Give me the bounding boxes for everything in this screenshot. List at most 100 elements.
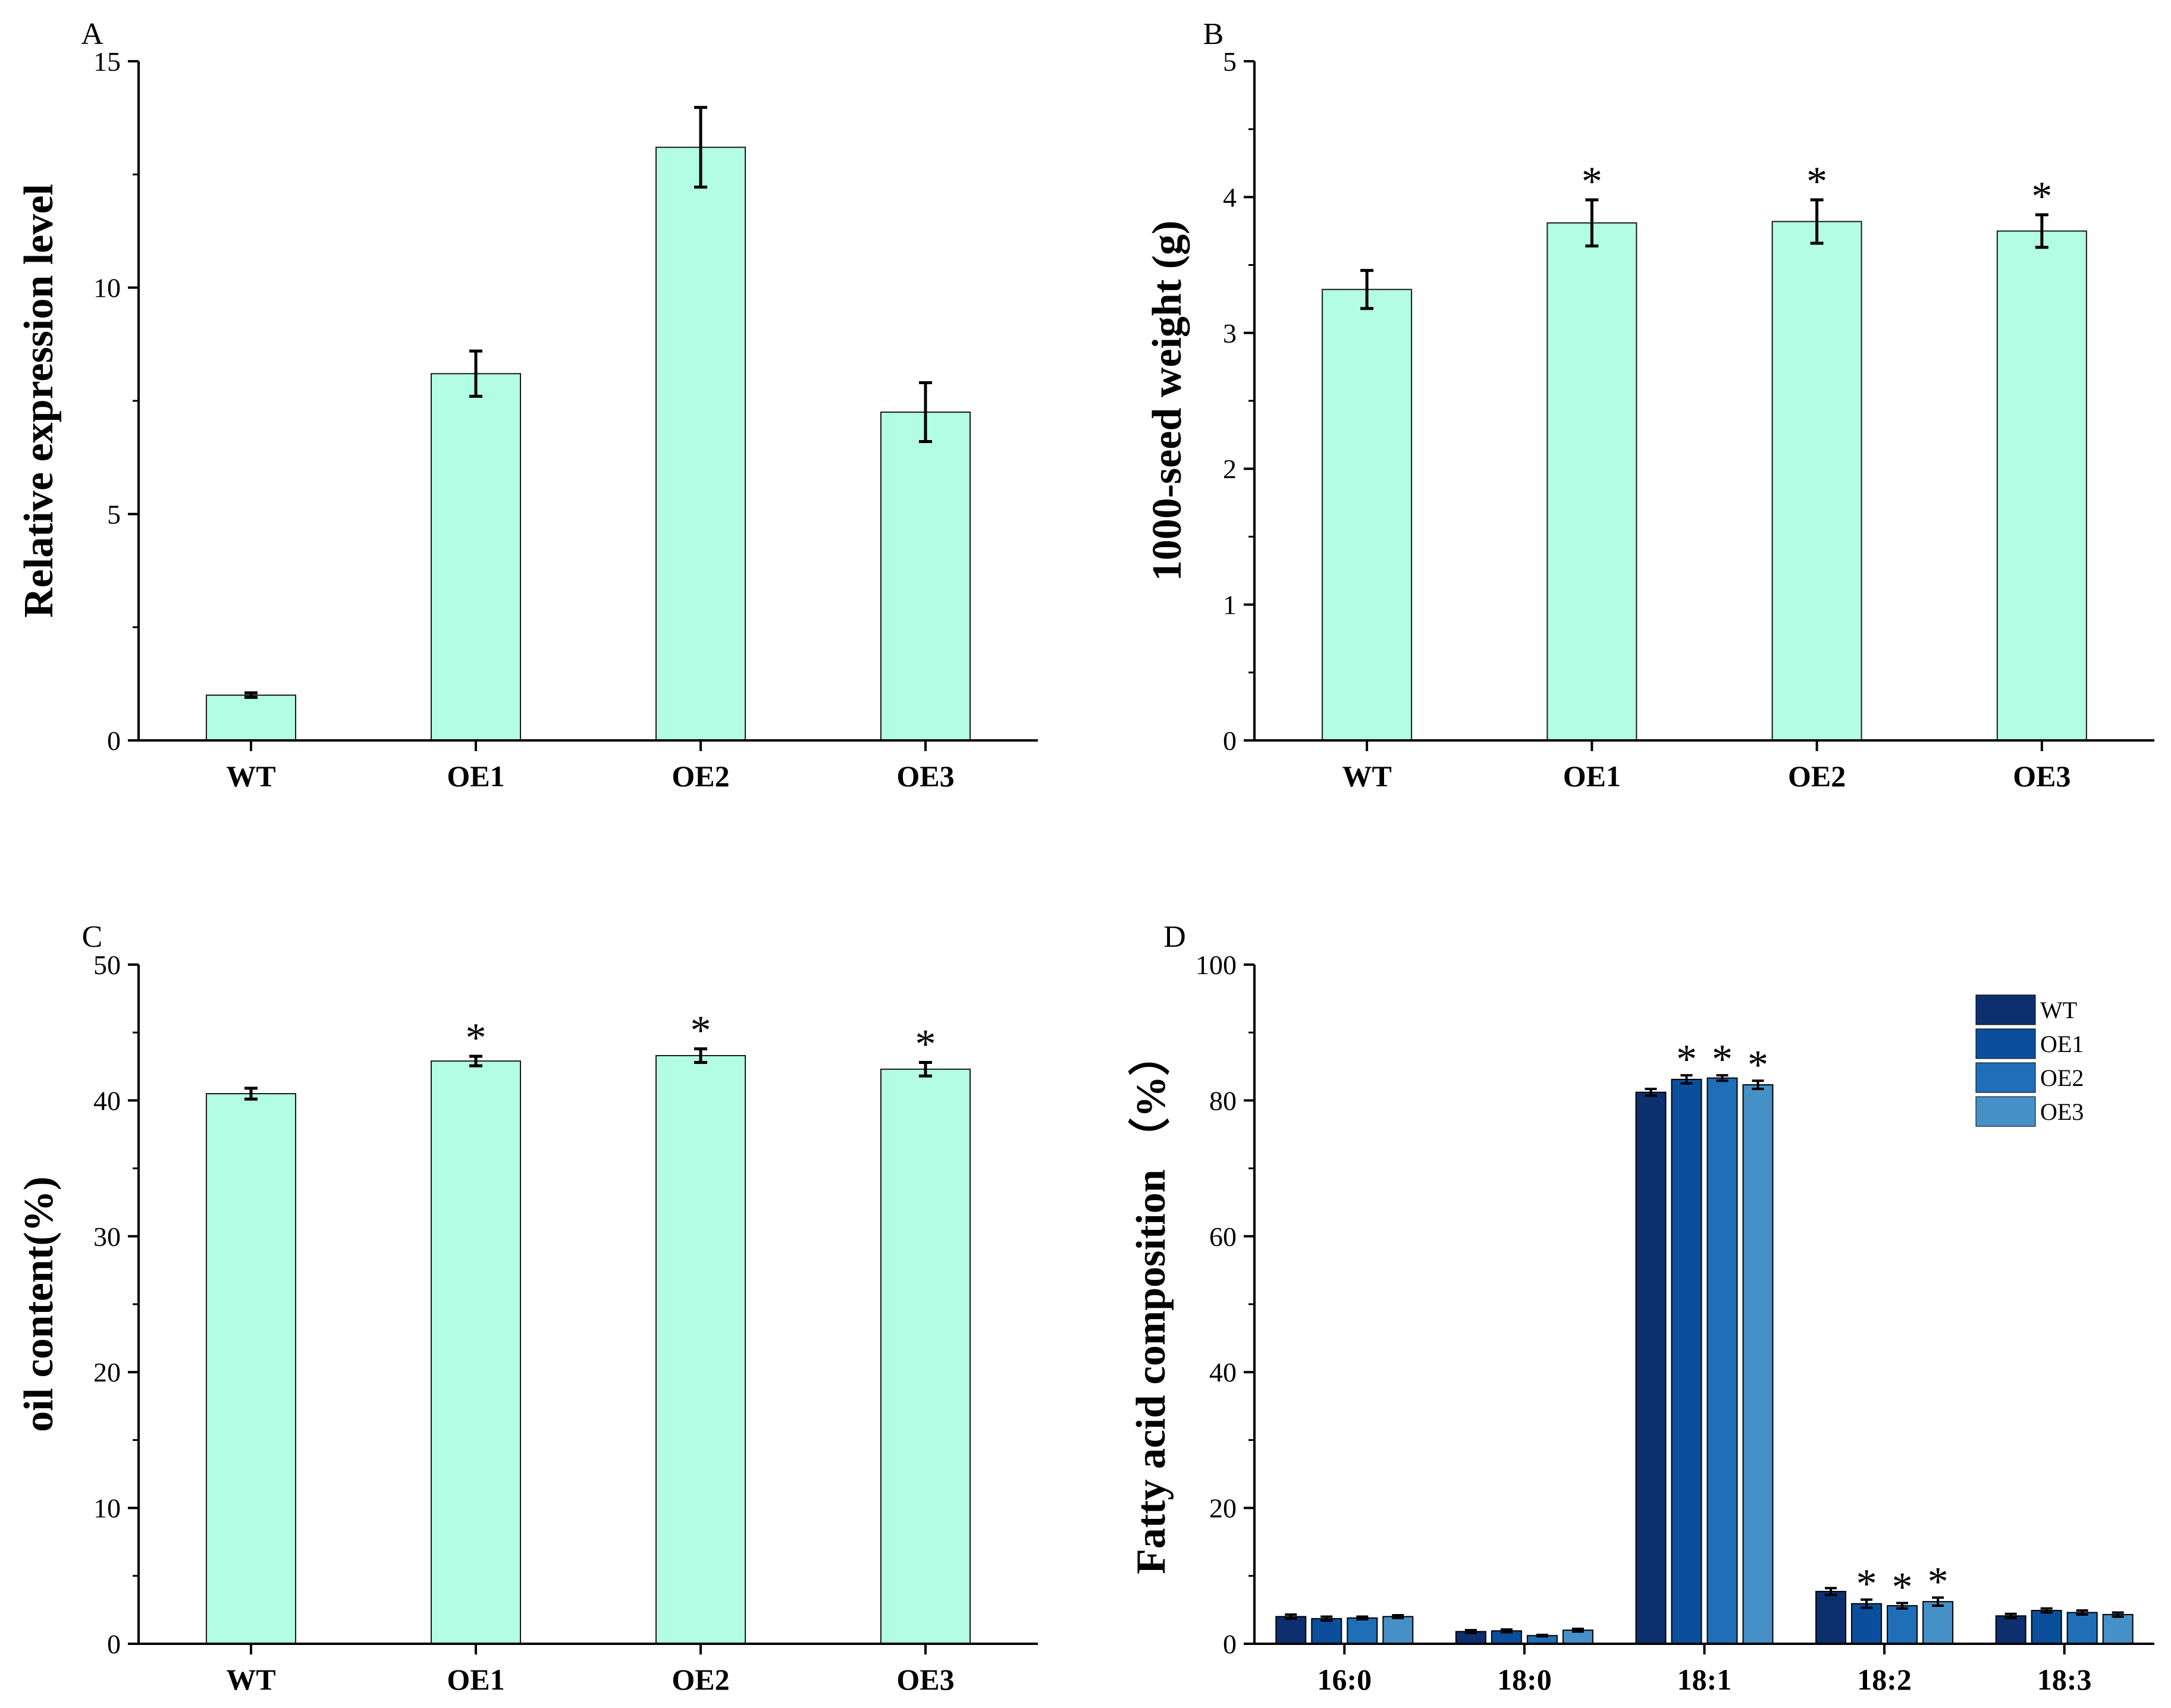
x-category-label: WT — [226, 759, 275, 793]
bar — [1996, 230, 2087, 741]
bar — [206, 694, 296, 742]
x-category-label: WT — [1342, 759, 1391, 793]
x-category-label: OE1 — [1563, 759, 1621, 793]
significance-star: * — [1928, 1559, 1949, 1605]
x-category-label: 18:0 — [1497, 1663, 1552, 1696]
significance-star: * — [1748, 1042, 1768, 1088]
x-category-label: WT — [226, 1663, 275, 1696]
y-tick-label: 40 — [93, 1085, 121, 1116]
bar — [1771, 221, 1862, 741]
x-category-label: 16:0 — [1317, 1663, 1372, 1696]
significance-star: * — [1856, 1561, 1877, 1607]
panel-b: B 1000-seed weight (g) * * * 0 1 2 3 4 5 WT OE1 OE2 OE… — [1144, 17, 2154, 793]
y-tick-label: 100 — [1196, 950, 1237, 980]
bar — [880, 1068, 971, 1645]
bar-wt — [1995, 1615, 2026, 1644]
bar-oe2 — [1706, 1077, 1738, 1644]
bar-wt — [1635, 1091, 1667, 1645]
y-tick-label: 2 — [1223, 454, 1237, 484]
x-category-label: OE3 — [2013, 759, 2070, 793]
x-category-label: 18:3 — [2037, 1663, 2092, 1696]
panel-letter: D — [1163, 920, 1186, 954]
significance-star: * — [1582, 159, 1602, 205]
y-tick-label: 0 — [1223, 1629, 1237, 1659]
x-category-label: 18:1 — [1677, 1663, 1732, 1696]
bar — [431, 1060, 521, 1644]
legend-swatch-oe2 — [1975, 1062, 2036, 1093]
bar — [1546, 222, 1637, 741]
bar-oe3 — [2102, 1613, 2134, 1645]
bar-wt — [1815, 1591, 1847, 1644]
y-tick-label: 40 — [1209, 1357, 1237, 1387]
bar — [431, 373, 521, 741]
y-tick-label: 60 — [1209, 1222, 1237, 1252]
y-tick-label: 5 — [1223, 46, 1237, 77]
panel-letter: B — [1203, 17, 1224, 51]
bar-oe3 — [1742, 1084, 1774, 1645]
bar-oe3 — [1922, 1601, 1954, 1645]
significance-star: * — [691, 1008, 711, 1054]
y-tick-label: 0 — [107, 726, 121, 756]
bar-oe2 — [2066, 1612, 2098, 1645]
y-tick-label: 4 — [1223, 182, 1237, 212]
x-category-label: OE2 — [672, 759, 729, 793]
bar-oe1 — [2031, 1610, 2062, 1644]
bar — [1322, 288, 1413, 742]
x-category-label: OE1 — [447, 1663, 504, 1696]
bar — [655, 146, 746, 742]
significance-star: * — [466, 1015, 487, 1061]
legend-swatch-oe3 — [1975, 1096, 2036, 1127]
y-tick-label: 3 — [1223, 318, 1237, 348]
y-tick-label: 0 — [1223, 726, 1237, 756]
bar-oe1 — [1311, 1618, 1342, 1645]
y-axis-title: oil content(%) — [16, 1176, 62, 1432]
panel-a: A Relative expression level 0 5 10 15 WT OE1 OE2… — [16, 17, 1038, 793]
y-tick-label: 20 — [93, 1357, 121, 1387]
bar-oe2 — [1887, 1605, 1918, 1645]
y-tick-label: 50 — [93, 950, 121, 980]
legend-swatch-oe1 — [1975, 1028, 2036, 1059]
y-tick-label: 10 — [93, 273, 121, 303]
bar-oe1 — [1671, 1078, 1702, 1645]
panel-letter: A — [81, 17, 103, 51]
significance-star: * — [1676, 1037, 1697, 1082]
y-tick-label: 0 — [107, 1629, 121, 1659]
x-category-label: OE2 — [1788, 759, 1846, 793]
bar-oe3 — [1382, 1616, 1414, 1645]
y-tick-label: 80 — [1209, 1085, 1237, 1116]
x-category-label: OE3 — [896, 759, 954, 793]
bar-wt — [1275, 1616, 1307, 1645]
y-tick-label: 20 — [1209, 1493, 1237, 1524]
bar — [880, 412, 971, 741]
bar — [655, 1055, 746, 1644]
significance-star: * — [1892, 1564, 1913, 1610]
legend-label-wt: WT — [2040, 997, 2077, 1023]
y-tick-label: 30 — [93, 1222, 121, 1252]
x-category-label: OE1 — [447, 759, 504, 793]
y-axis-title: 1000-seed weight (g) — [1144, 221, 1190, 582]
legend-label-oe1: OE1 — [2040, 1031, 2084, 1057]
significance-star: * — [1712, 1037, 1733, 1082]
significance-star: * — [2031, 174, 2052, 219]
significance-star: * — [915, 1021, 936, 1067]
y-tick-label: 5 — [107, 499, 121, 529]
legend-label-oe2: OE2 — [2040, 1065, 2084, 1091]
significance-star: * — [1806, 159, 1827, 205]
bar-oe2 — [1347, 1617, 1378, 1645]
bar — [206, 1092, 296, 1644]
panel-d: D Fatty acid composition （%） * * * * * * WT OE1 OE… — [1128, 920, 2154, 1696]
panel-letter: C — [82, 920, 103, 954]
y-tick-label: 1 — [1223, 590, 1237, 620]
bar-oe1 — [1851, 1603, 1883, 1645]
y-tick-label: 10 — [93, 1493, 121, 1524]
x-category-label: OE3 — [896, 1663, 954, 1696]
y-tick-label: 15 — [93, 46, 121, 77]
legend-label-oe3: OE3 — [2040, 1098, 2084, 1125]
y-axis-title: Fatty acid composition （%） — [1128, 1034, 1174, 1574]
legend-swatch-wt — [1975, 994, 2036, 1025]
x-category-label: 18:2 — [1857, 1663, 1912, 1696]
y-axis-title: Relative expression level — [16, 184, 62, 618]
x-category-label: OE2 — [672, 1663, 729, 1696]
